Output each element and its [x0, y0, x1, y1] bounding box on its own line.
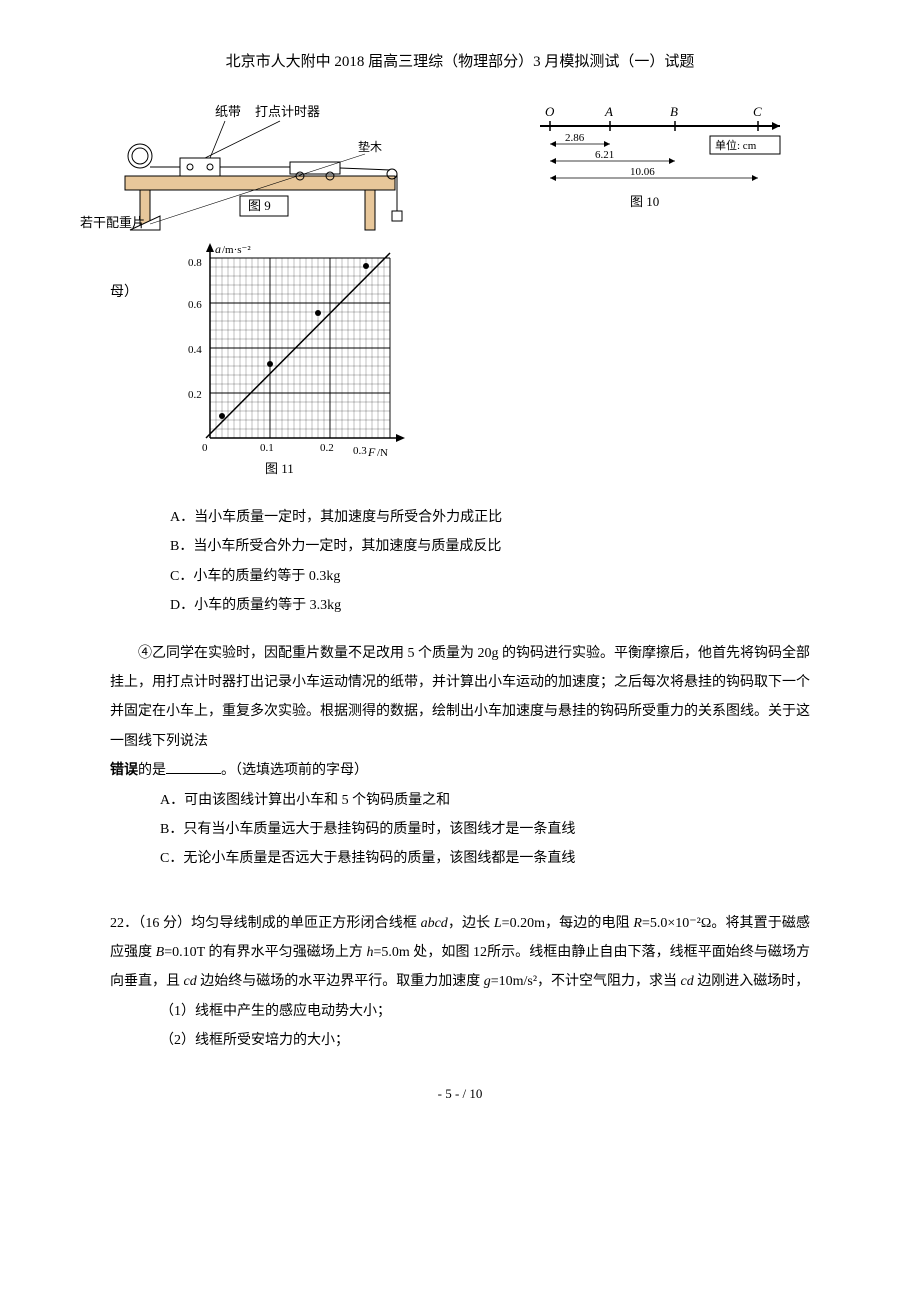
q22-cd2: cd [681, 974, 694, 989]
q22-L: L [494, 916, 502, 931]
q22-sub2: （2）线框所受安培力的大小； [160, 1026, 810, 1055]
q22-abcd: abcd [421, 916, 448, 931]
svg-text:0.4: 0.4 [188, 344, 202, 356]
svg-text:0.2: 0.2 [188, 389, 202, 401]
options-group-1: A．当小车质量一定时，其加速度与所受合外力成正比 B．当小车所受合外力一定时，其… [170, 503, 810, 621]
svg-text:6.21: 6.21 [595, 149, 614, 161]
q22-num: 22．（16 分）均匀导线制成的单匝正方形闭合线框 [110, 916, 421, 931]
q22-t6: 边始终与磁场的水平边界平行。取重力加速度 [197, 974, 484, 989]
svg-text:F: F [367, 445, 376, 459]
para4-lead: ④乙同学在实验时，因配重片数量不足改用 5 个质量为 20g 的钩码进行实验。平… [110, 639, 810, 757]
svg-text:/m·s⁻²: /m·s⁻² [222, 244, 251, 256]
option-b: B．当小车所受合外力一定时，其加速度与质量成反比 [170, 532, 810, 561]
q22-t8: 边刚进入磁场时， [694, 974, 810, 989]
svg-text:图 10: 图 10 [630, 194, 659, 209]
svg-text:0.1: 0.1 [260, 442, 274, 454]
figure-9: 纸带 打点计时器 垫木 图 9 若干配重片 [110, 96, 410, 236]
svg-text:O: O [545, 104, 555, 119]
option2-b: B．只有当小车质量远大于悬挂钩码的质量时，该图线才是一条直线 [160, 815, 810, 844]
page-footer: - 5 - / 10 [110, 1086, 810, 1102]
figure-11: a /m·s⁻² F /N 0 0.1 0.2 0.3 0.2 0.4 0.6 … [170, 238, 410, 488]
paragraph-4: ④乙同学在实验时，因配重片数量不足改用 5 个质量为 20g 的钩码进行实验。平… [110, 639, 810, 786]
q22-t1: ，边长 [448, 916, 494, 931]
q22-g: g [484, 974, 491, 989]
svg-text:0.3: 0.3 [353, 445, 367, 457]
fig9-side-text: 若干配重片 [80, 212, 145, 231]
q22-R: R [633, 916, 642, 931]
svg-text:10.06: 10.06 [630, 166, 655, 178]
svg-text:0.2: 0.2 [320, 442, 334, 454]
q22-t4: =0.10T 的有界水平匀强磁场上方 [164, 945, 366, 960]
svg-text:/N: /N [377, 447, 388, 459]
svg-text:0.8: 0.8 [188, 257, 202, 269]
question-22: 22．（16 分）均匀导线制成的单匝正方形闭合线框 abcd，边长 L=0.20… [110, 909, 810, 997]
q22-t2: =0.20m，每边的电阻 [502, 916, 630, 931]
fig9-caption: 图 9 [248, 198, 271, 213]
svg-text:C: C [753, 104, 762, 119]
option-a: A．当小车质量一定时，其加速度与所受合外力成正比 [170, 503, 810, 532]
option2-a: A．可由该图线计算出小车和 5 个钩码质量之和 [160, 786, 810, 815]
para4-bold: 错误 [110, 763, 138, 778]
svg-text:a: a [215, 242, 221, 256]
mu-label: 母） [110, 281, 138, 301]
svg-text:B: B [670, 104, 678, 119]
svg-text:0.6: 0.6 [188, 299, 202, 311]
option-d: D．小车的质量约等于 3.3kg [170, 591, 810, 620]
tape-label: 纸带 [215, 104, 241, 119]
q22-sub1: （1）线框中产生的感应电动势大小； [160, 997, 810, 1026]
q22-B: B [156, 945, 165, 960]
blank-input[interactable] [166, 759, 221, 774]
svg-text:A: A [604, 104, 613, 119]
figures-top-row: 纸带 打点计时器 垫木 图 9 若干配重片 [110, 96, 810, 236]
timer-label: 打点计时器 [255, 104, 320, 119]
figure-10: O A B C 2.86 6.21 10.06 [530, 96, 790, 226]
options-group-2: A．可由该图线计算出小车和 5 个钩码质量之和 B．只有当小车质量远大于悬挂钩码… [160, 786, 810, 874]
option-c: C．小车的质量约等于 0.3kg [170, 562, 810, 591]
page-header: 北京市人大附中 2018 届高三理综（物理部分）3 月模拟测试（一）试题 [110, 50, 810, 71]
wedge-label: 垫木 [358, 139, 382, 154]
svg-text:2.86: 2.86 [565, 132, 585, 144]
para4-tail: 的是 [138, 763, 166, 778]
q22-cd: cd [184, 974, 197, 989]
svg-text:0: 0 [202, 442, 208, 454]
q22-t7: =10m/s²，不计空气阻力，求当 [491, 974, 681, 989]
para4-after: 。（选填选项前的字母） [221, 763, 368, 778]
option2-c: C．无论小车质量是否远大于悬挂钩码的质量，该图线都是一条直线 [160, 844, 810, 873]
svg-text:单位: cm: 单位: cm [715, 138, 757, 152]
svg-text:图 11: 图 11 [265, 461, 294, 476]
